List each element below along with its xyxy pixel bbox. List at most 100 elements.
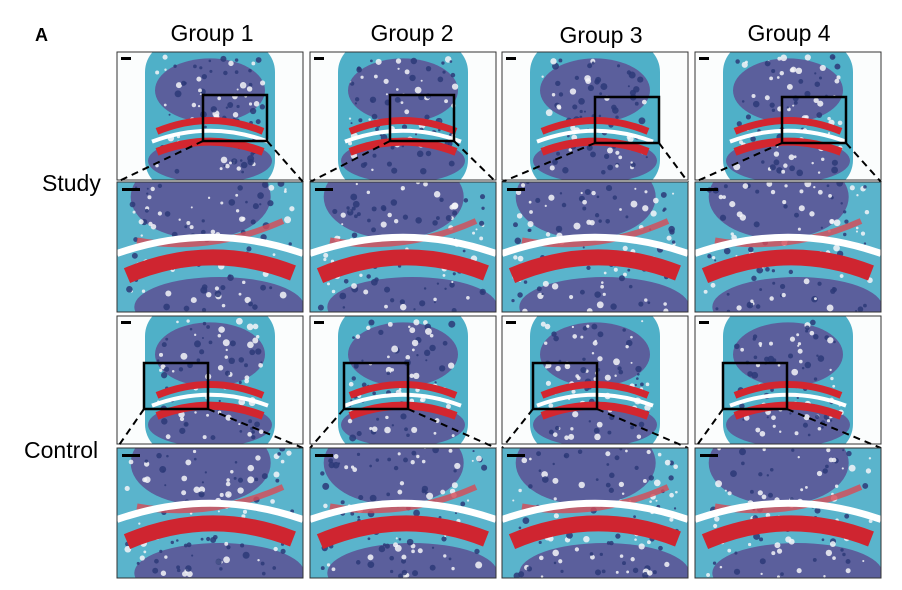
bone-speckle: [210, 435, 216, 441]
bone-speckle: [513, 255, 518, 260]
bone-speckle: [236, 88, 239, 91]
bone-speckle: [442, 340, 448, 346]
bone-speckle: [138, 219, 144, 225]
bone-speckle: [390, 145, 395, 150]
cartilage: [123, 249, 296, 283]
bone-speckle: [776, 167, 783, 174]
bone-speckle: [385, 93, 389, 96]
joint-space: [695, 233, 881, 257]
bone-speckle: [154, 558, 159, 564]
bone-speckle: [342, 306, 346, 309]
bone-speckle: [429, 333, 434, 338]
bone-speckle: [201, 73, 208, 80]
bone-speckle: [432, 448, 439, 454]
bone-speckle: [570, 125, 576, 131]
bone-speckle: [433, 431, 437, 435]
bone-speckle: [714, 516, 720, 522]
tile-border: [116, 315, 304, 445]
bone-speckle: [238, 357, 245, 363]
bone-speckle: [729, 201, 736, 208]
bone-speckle: [140, 234, 143, 237]
bone-speckle: [185, 459, 192, 466]
bone-speckle: [449, 60, 453, 63]
bone-speckle: [194, 411, 197, 414]
bone-speckle: [825, 464, 829, 469]
bone-speckle: [799, 189, 804, 194]
bone-speckle: [366, 325, 371, 331]
bone-speckle: [596, 421, 603, 428]
bone-speckle: [724, 489, 727, 492]
cartilage: [508, 249, 681, 283]
bone-speckle: [426, 492, 434, 500]
bone-speckle: [144, 208, 149, 213]
bone-speckle: [572, 411, 579, 418]
bone-speckle: [186, 319, 190, 323]
bone-speckle: [225, 163, 230, 169]
bone-speckle: [181, 475, 188, 482]
bone-speckle: [740, 347, 744, 352]
bone-speckle: [598, 219, 602, 223]
bone-speckle: [437, 76, 444, 83]
bone-speckle: [855, 230, 859, 233]
bone-speckle: [369, 464, 372, 468]
bone-speckle: [183, 543, 188, 548]
bone-speckle: [833, 340, 836, 344]
row-label: Study: [42, 170, 101, 196]
bone-speckle: [634, 383, 637, 387]
bone-speckle: [380, 221, 387, 228]
bone-speckle: [261, 473, 268, 480]
bone-speckle: [564, 435, 569, 441]
bone-speckle: [261, 182, 269, 188]
bone-speckle: [622, 561, 626, 566]
bone-speckle: [540, 575, 544, 578]
bone-speckle: [184, 422, 188, 426]
bone-speckle: [174, 168, 180, 174]
bone-speckle: [766, 474, 770, 477]
bone-speckle: [582, 206, 587, 211]
bone-speckle: [848, 464, 856, 472]
bone-speckle: [228, 60, 234, 67]
bone-speckle: [730, 470, 737, 478]
bone-speckle: [352, 336, 355, 339]
bone-speckle: [237, 477, 244, 483]
cartilage: [508, 515, 681, 549]
bone-speckle: [586, 308, 593, 312]
bone-speckle: [788, 154, 795, 161]
bone-speckle: [813, 185, 816, 189]
bone-speckle: [594, 291, 601, 298]
bone-speckle: [650, 210, 657, 217]
bone-speckle: [844, 513, 850, 519]
bone-speckle: [210, 229, 216, 235]
bone-speckle: [229, 161, 232, 165]
bone-speckle: [421, 488, 426, 494]
bone-speckle: [761, 494, 767, 500]
bone-speckle: [272, 566, 277, 570]
bone-speckle: [156, 452, 162, 459]
bone-speckle: [400, 303, 407, 311]
bone-speckle: [400, 101, 404, 105]
bone-speckle: [351, 232, 358, 238]
bone: [323, 448, 464, 505]
bone-speckle: [431, 546, 435, 549]
bone-speckle: [552, 462, 555, 466]
bone-speckle: [843, 232, 847, 237]
bone-speckle: [198, 486, 206, 493]
bone-speckle: [210, 106, 217, 113]
tile-border: [309, 447, 497, 579]
bone-speckle: [331, 289, 336, 294]
bone-speckle: [225, 414, 232, 421]
bone-speckle: [165, 337, 169, 341]
bone-speckle: [328, 458, 334, 464]
bone-speckle: [471, 459, 474, 462]
bone-speckle: [124, 485, 130, 492]
bone-speckle: [448, 362, 455, 369]
bone-speckle: [528, 484, 533, 489]
bone-speckle: [204, 471, 207, 474]
bone-speckle: [836, 75, 841, 80]
bone-speckle: [189, 327, 193, 331]
bone-speckle: [146, 187, 149, 190]
bone-speckle: [759, 288, 763, 291]
scale-bar: [699, 321, 709, 324]
bone-speckle: [511, 298, 515, 303]
bone-speckle: [551, 283, 559, 290]
